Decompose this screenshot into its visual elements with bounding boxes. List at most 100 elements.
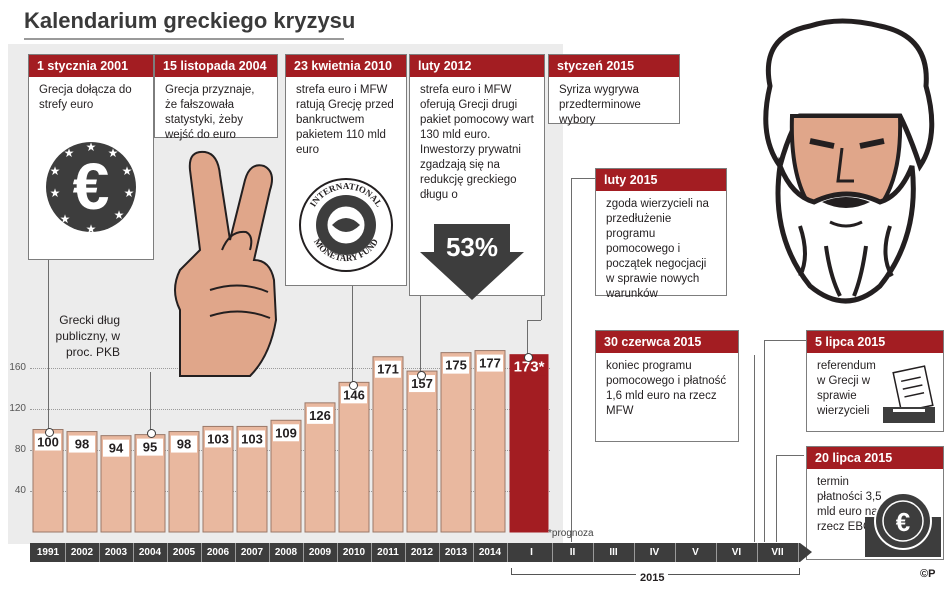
bar-2011 [372, 356, 404, 533]
bar-label-bg [171, 435, 197, 453]
x-tick-label: 2014 [473, 543, 508, 562]
event-date-2001: 1 stycznia 2001 [29, 55, 153, 77]
forecast-footnote: *prognoza [548, 528, 594, 539]
event-text-jun-2015: koniec programu pomocowego i płatność 1,… [606, 360, 727, 417]
y-tick-label: 40 [14, 485, 26, 496]
event-card-2010: 23 kwietnia 2010 strefa euro i MFW ratuj… [285, 54, 407, 286]
down-arrow-icon [420, 224, 524, 300]
bar-label-bg [409, 375, 435, 393]
connector-2010 [352, 284, 353, 384]
svg-text:★: ★ [86, 140, 97, 154]
y-tick-label: 80 [14, 444, 26, 455]
event-text-2004: Grecja przyznaje, że fałszowała statysty… [165, 84, 255, 141]
event-card-jul5-2015: 5 lipca 2015 referendum w Grecji w spraw… [806, 330, 944, 432]
bar-value-label: 126 [309, 408, 331, 423]
bar-label-bg [512, 358, 546, 376]
month-tick-label: II [552, 543, 594, 562]
y-axis-label: Grecki dług publiczny, w proc. PKB [55, 313, 120, 359]
event-date-jan-2015: styczeń 2015 [549, 55, 679, 77]
gridline [30, 409, 550, 410]
y-tick-label: 160 [9, 362, 26, 373]
event-date-jul5-2015: 5 lipca 2015 [807, 331, 943, 353]
gridline [30, 368, 550, 369]
event-card-2001: 1 stycznia 2001 Grecja dołącza do strefy… [28, 54, 154, 260]
event-text-2001: Grecja dołącza do strefy euro [39, 84, 132, 111]
bar-label-bg [137, 438, 163, 456]
month-tick-label: VII [757, 543, 799, 562]
bar-label-bg [35, 433, 61, 451]
greek-head-illustration [763, 18, 935, 304]
crossed-fingers-icon [174, 150, 278, 377]
x-tick-label: 1991 [31, 543, 66, 562]
x-tick-label: 2005 [167, 543, 202, 562]
event-text-2010: strefa euro i MFW ratują Grecję przed ba… [296, 84, 394, 156]
connector-jan-2015-h [527, 320, 541, 321]
copyright: ©P [920, 568, 936, 580]
bar-2009 [304, 402, 336, 533]
bar-value-label: 103 [207, 431, 229, 446]
bar-value-label: 103 [241, 431, 263, 446]
x-tick-label: 2002 [65, 543, 100, 562]
connector-feb-2015-h [571, 178, 595, 179]
svg-text:★: ★ [64, 146, 75, 160]
dot-2010 [349, 381, 358, 390]
event-text-jul20-2015: termin płatności 3,5 mld euro na rzecz E… [817, 476, 882, 533]
event-text-2012: strefa euro i MFW oferują Grecji drugi p… [420, 84, 534, 201]
bar-2010 [338, 381, 370, 533]
x-tick-label: 2009 [303, 543, 338, 562]
bar-value-label: 171 [377, 362, 399, 377]
event-card-feb-2015: luty 2015 zgoda wierzycieli na przedłuże… [595, 168, 727, 300]
connector-jan-2015 [527, 320, 528, 356]
euro-coin-small-icon: € [865, 492, 941, 557]
x-tick-label: 2012 [405, 543, 440, 562]
event-text-jul5-2015: referendum w Grecji w sprawie wierzyciel… [817, 360, 876, 417]
bar-I [509, 354, 549, 533]
bar-label-bg [307, 406, 333, 424]
year-2015-label: 2015 [636, 572, 669, 584]
svg-text:€: € [73, 149, 110, 223]
x-tick-label: 2007 [235, 543, 270, 562]
bar-value-label: 175 [445, 358, 467, 373]
connector-feb-2015 [571, 178, 572, 542]
bar-label-bg [69, 435, 95, 453]
event-card-jan-2015: styczeń 2015 Syriza wygrywa przedtermino… [548, 54, 680, 126]
event-text-feb-2015: zgoda wierzycieli na przedłużenie progra… [606, 198, 709, 300]
event-card-jun-2015: 30 czerwca 2015 koniec programu pomocowe… [595, 330, 739, 442]
bar-value-label: 98 [75, 437, 89, 452]
page-title: Kalendarium greckiego kryzysu [24, 8, 356, 33]
bar-label-bg [375, 360, 401, 378]
title-rule [24, 38, 344, 40]
bar-label-bg [477, 354, 503, 372]
event-date-2004: 15 listopada 2004 [155, 55, 277, 77]
connector-jul5-2015-h [764, 340, 808, 341]
imf-seal-icon: INTERNATIONAL MONETARY FUND [299, 178, 393, 272]
bar-label-bg [103, 439, 129, 457]
event-card-2004: 15 listopada 2004 Grecja przyznaje, że f… [154, 54, 278, 141]
x-tick-label: 2006 [201, 543, 236, 562]
connector-2012 [420, 294, 421, 374]
svg-text:★: ★ [50, 186, 61, 200]
bar-label-bg [273, 424, 299, 442]
event-date-feb-2015: luty 2015 [596, 169, 726, 191]
svg-text:★: ★ [122, 164, 133, 178]
y-tick-label: 120 [9, 403, 26, 414]
bar-value-label: 94 [109, 441, 124, 456]
bar-value-label: 95 [143, 440, 157, 455]
event-date-jun-2015: 30 czerwca 2015 [596, 331, 738, 353]
dot-2012 [417, 371, 426, 380]
dot-2001 [45, 428, 54, 437]
x-tick-label: 2003 [99, 543, 134, 562]
bar-value-label: 177 [479, 356, 501, 371]
connector-jul5-2015 [764, 340, 765, 542]
event-card-jul20-2015: 20 lipca 2015 termin płatności 3,5 mld e… [806, 446, 944, 560]
dot-2004 [147, 429, 156, 438]
bar-2014 [474, 350, 506, 533]
bar-label-bg [341, 386, 367, 404]
svg-text:€: € [896, 507, 910, 537]
euro-coin-icon: € ★ ★★★ ★★★★ ★★ [46, 140, 136, 236]
connector-jul20-2015 [776, 455, 777, 542]
connector-jun-2015 [754, 355, 755, 542]
connector-2001 [48, 256, 49, 432]
